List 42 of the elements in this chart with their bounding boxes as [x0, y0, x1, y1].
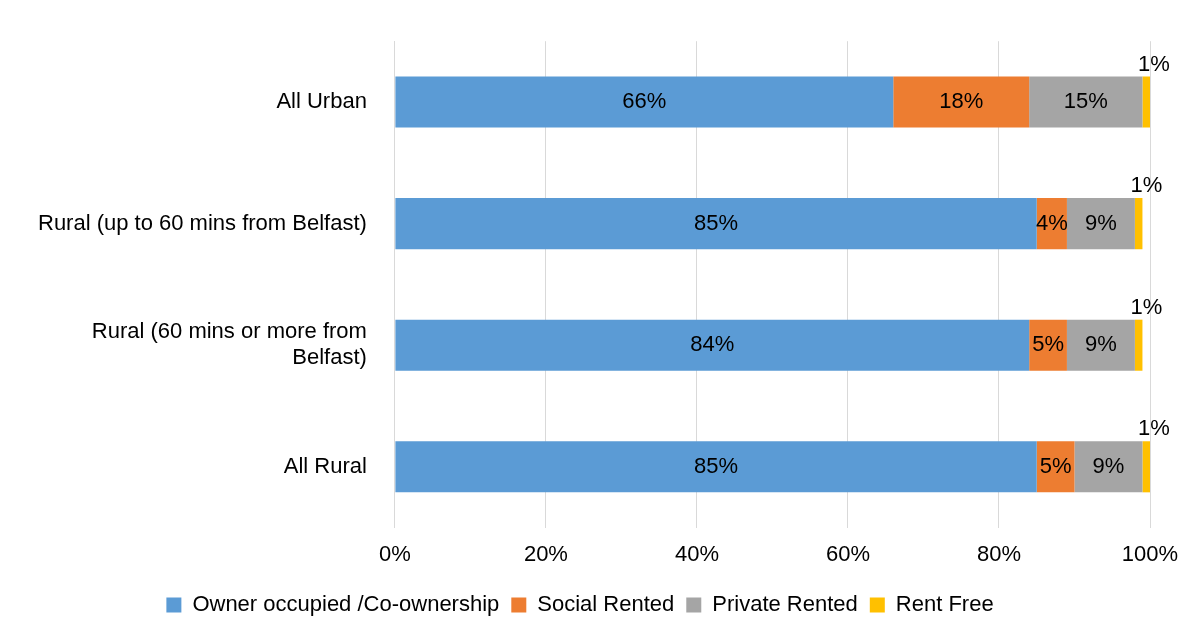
bar [395, 198, 1037, 250]
data-label: 9% [1092, 452, 1125, 478]
bar [1029, 76, 1143, 128]
x-tick-label: 100% [1121, 540, 1179, 566]
legend-label: Private Rented [712, 591, 858, 617]
bar [1074, 441, 1143, 493]
data-label: 18% [939, 88, 984, 114]
data-label: 5% [1039, 452, 1072, 478]
legend-label: Owner occupied /Co-ownership [192, 591, 500, 617]
bar [1142, 441, 1150, 493]
y-tick-label: All Urban [276, 88, 367, 114]
bar [395, 76, 894, 128]
y-tick-label: All Rural [283, 452, 367, 478]
y-tick-label: Rural (60 mins or more from Belfast) [91, 318, 367, 370]
bar [1134, 319, 1143, 371]
data-label: 15% [1063, 88, 1108, 114]
bar [893, 76, 1030, 128]
x-tick-label: 40% [674, 540, 719, 566]
legend-label: Rent Free [895, 591, 994, 617]
data-label: 1% [1130, 172, 1163, 198]
bar [1142, 76, 1150, 128]
bar [395, 319, 1030, 371]
data-label: 9% [1085, 331, 1117, 357]
data-label: 85% [694, 209, 739, 235]
bar [1134, 198, 1143, 250]
data-label: 1% [1138, 50, 1170, 76]
x-tick-label: 80% [976, 540, 1021, 566]
data-label: 84% [690, 331, 735, 357]
data-label: 5% [1032, 331, 1064, 357]
legend-label: Social Rented [537, 591, 675, 617]
data-label: 1% [1138, 415, 1170, 441]
bar [1066, 319, 1135, 371]
y-tick-label: Rural (up to 60 mins from Belfast) [37, 209, 367, 235]
x-tick-label: 0% [379, 540, 411, 566]
data-label: 1% [1130, 293, 1163, 319]
bar [1066, 198, 1135, 250]
x-tick-label: 20% [523, 540, 568, 566]
bar [395, 441, 1037, 493]
data-label: 9% [1085, 209, 1117, 235]
x-tick-label: 60% [825, 540, 870, 566]
data-label: 85% [694, 452, 739, 478]
data-label: 66% [622, 88, 667, 114]
